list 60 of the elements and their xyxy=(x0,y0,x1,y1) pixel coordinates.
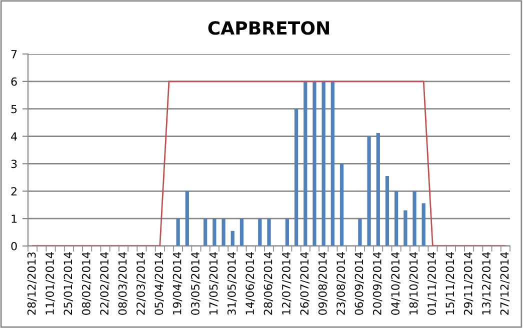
x-tick-label: 08/03/2014 xyxy=(118,252,128,315)
bar xyxy=(367,136,371,246)
x-tick-label: 04/10/2014 xyxy=(391,252,400,315)
bar xyxy=(304,81,308,246)
y-tick-label: 0 xyxy=(11,242,17,250)
bar xyxy=(358,218,362,246)
bar xyxy=(294,108,298,246)
x-tick-label: 28/06/2014 xyxy=(264,252,274,315)
x-tick-label: 15/11/2014 xyxy=(446,252,455,314)
bar xyxy=(285,218,290,246)
y-tick-label: 7 xyxy=(11,50,17,58)
bar xyxy=(204,218,208,246)
x-tick-label: 08/02/2014 xyxy=(82,252,92,315)
bar xyxy=(412,191,416,246)
bar xyxy=(312,81,316,246)
x-tick-label: 25/01/2014 xyxy=(64,252,74,315)
x-tick-label: 18/10/2014 xyxy=(409,252,419,314)
y-tick-label: 6 xyxy=(11,77,17,86)
x-tick-label: 09/08/2014 xyxy=(318,252,328,315)
bar xyxy=(422,203,426,246)
x-tick-label: 05/04/2014 xyxy=(154,252,164,315)
x-tick-label: 31/05/2014 xyxy=(227,252,237,315)
bar xyxy=(330,81,334,246)
y-tick-label: 5 xyxy=(11,104,17,114)
x-tick-label: 29/11/2014 xyxy=(464,252,474,315)
y-tick-label: 1 xyxy=(12,214,17,223)
bar xyxy=(267,218,271,246)
bar xyxy=(212,218,216,246)
x-tick-label: 12/07/2014 xyxy=(282,252,292,314)
bar xyxy=(376,132,380,246)
x-tick-label: 17/05/2014 xyxy=(209,252,219,314)
x-tick-label: 22/02/2014 xyxy=(100,252,110,315)
x-tick-label: 06/09/2014 xyxy=(354,252,364,315)
x-tick-label: 28/12/2013 xyxy=(27,252,37,315)
bar xyxy=(240,218,244,246)
x-tick-label: 26/07/2014 xyxy=(300,252,310,315)
y-tick-label: 3 xyxy=(11,160,17,168)
bar xyxy=(385,176,390,246)
bar xyxy=(340,164,344,246)
x-tick-label: 11/01/2014 xyxy=(46,252,55,314)
x-tick-label: 20/09/2014 xyxy=(372,252,382,315)
bar xyxy=(185,191,189,246)
bar xyxy=(404,210,408,246)
chart-title: CAPBRETON xyxy=(208,21,329,35)
bar xyxy=(222,218,226,246)
x-tick-label: 14/06/2014 xyxy=(246,252,255,314)
bar xyxy=(394,191,398,246)
x-tick-label: 19/04/2014 xyxy=(172,252,182,314)
bar xyxy=(230,230,234,246)
x-tick-label: 23/08/2014 xyxy=(336,252,346,315)
bar xyxy=(258,218,262,246)
x-tick-label: 13/12/2014 xyxy=(482,252,492,314)
x-tick-label: 03/05/2014 xyxy=(191,252,200,315)
x-tick-label: 27/12/2014 xyxy=(500,252,510,315)
x-tick-label: 22/03/2014 xyxy=(136,252,146,315)
bar xyxy=(322,81,326,246)
bar xyxy=(176,218,180,246)
y-tick-label: 4 xyxy=(11,132,17,141)
y-tick-label: 2 xyxy=(11,187,16,196)
x-tick-label: 01/11/2014 xyxy=(428,252,437,315)
